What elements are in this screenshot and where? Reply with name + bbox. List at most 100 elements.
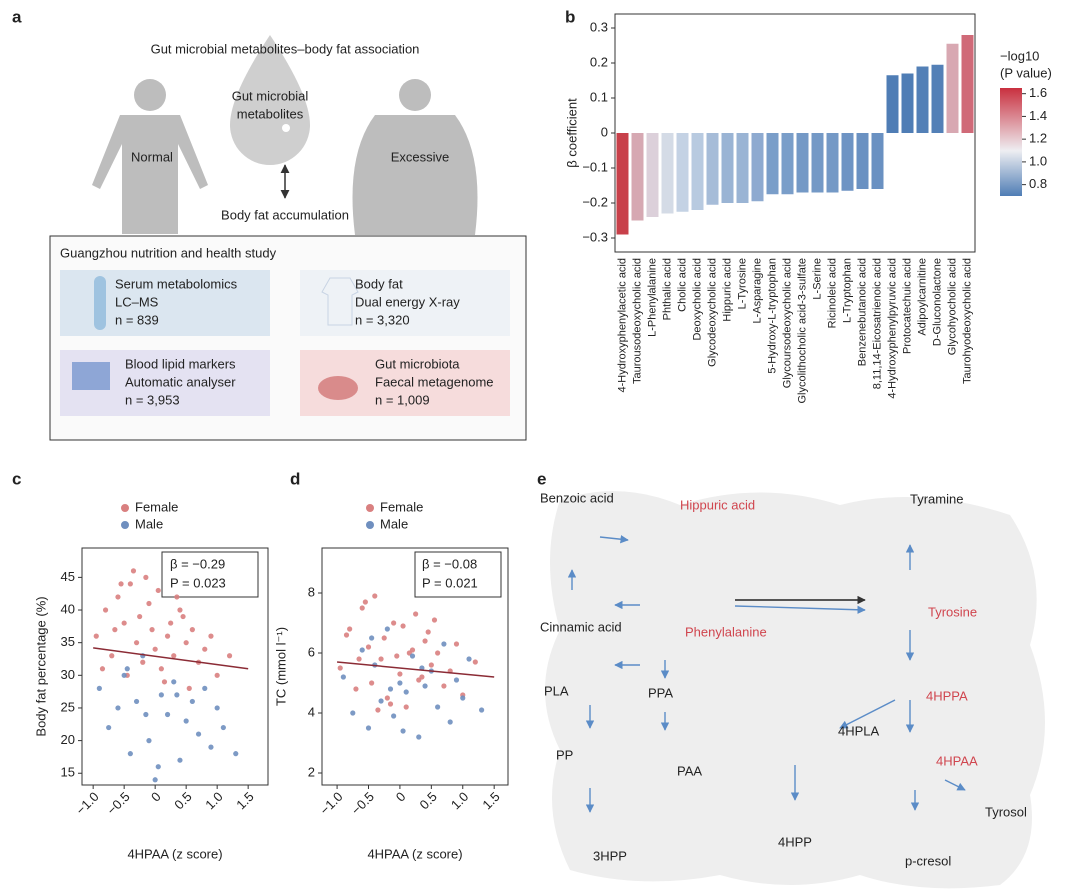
bar: [886, 75, 899, 133]
annotation-box: [414, 551, 502, 598]
scatter-point: [121, 672, 127, 678]
category-label: Taurohyodeoxycholic acid: [961, 258, 973, 384]
category-label: Ricinoleic acid: [826, 258, 838, 328]
scatter-point: [214, 705, 220, 711]
compound-label: Cinnamic acid: [540, 619, 622, 634]
x-axis-label: 4HPAA (z score): [367, 846, 462, 861]
box-text: Faecal metagenome: [375, 374, 494, 389]
colorbar-tick-label: 1.2: [1029, 131, 1047, 146]
bar: [631, 133, 644, 221]
legend-swatch: [121, 504, 129, 512]
annotation-box: [161, 551, 259, 598]
bar: [616, 133, 629, 235]
scatter-point: [233, 751, 239, 757]
scatter-point: [453, 677, 460, 683]
panel-a: Gut microbial metabolites–body fat assoc…: [49, 35, 527, 441]
category-label: Glycoursodeoxycholic acid: [781, 258, 793, 388]
scatter-point: [186, 685, 192, 691]
scatter-point: [378, 698, 384, 704]
scatter-point: [214, 672, 220, 678]
bar: [691, 133, 704, 210]
category-label: Glycolithocholic acid-3-sulfate: [796, 258, 808, 404]
scatter-point: [447, 719, 453, 725]
category-label: Taurousodeoxycholic acid: [631, 258, 643, 384]
scatter-point: [441, 641, 447, 647]
scatter-point: [384, 695, 390, 701]
panel-label: a: [12, 7, 22, 26]
annotation: P = 0.023: [170, 575, 226, 590]
scatter-point: [391, 620, 397, 626]
compound-label: 3HPP: [593, 848, 627, 863]
y-axis-label: β coefficient: [564, 98, 579, 168]
bar: [661, 133, 674, 214]
colorbar-tick-label: 1.0: [1029, 153, 1047, 168]
category-label: L-Phenylalanine: [646, 258, 658, 337]
colorbar-title: −log10: [1000, 48, 1039, 63]
scatter-point: [466, 656, 472, 662]
scatter-point: [391, 713, 397, 719]
category-label: L-Asparagine: [751, 258, 763, 323]
scatter-point: [365, 644, 372, 650]
x-tick-label: 1.5: [479, 789, 502, 812]
scatter-point: [189, 627, 195, 633]
compound-label: 4HPLA: [838, 723, 880, 738]
scatter-point: [369, 680, 375, 686]
arrow: [944, 779, 966, 791]
scatter-point: [180, 613, 186, 620]
scatter-point: [226, 653, 233, 659]
scatter-point: [350, 710, 356, 716]
bar: [736, 133, 749, 203]
y-tick-label: −0.1: [582, 159, 608, 174]
bar: [721, 133, 734, 203]
x-tick-label: −0.5: [104, 789, 133, 818]
x-tick-label: 0.5: [417, 789, 440, 812]
bar: [826, 133, 839, 193]
study-title: Guangzhou nutrition and health study: [60, 245, 277, 260]
scatter-point: [202, 685, 208, 691]
category-label: 5-Hydroxy-L-tryptophan: [766, 258, 778, 374]
category-label: Cholic acid: [676, 258, 688, 312]
compound-label: p-cresol: [905, 853, 951, 868]
scatter-point: [453, 641, 460, 647]
excessive-label: Excessive: [391, 149, 450, 164]
bar: [751, 133, 764, 202]
colorbar: [1000, 88, 1022, 196]
scatter-point: [158, 666, 164, 672]
x-tick-label: 0.5: [171, 789, 194, 812]
scatter-point: [460, 695, 466, 701]
scatter-point: [387, 701, 394, 707]
compound-label: Tyrosine: [928, 604, 977, 619]
scatter-point: [164, 633, 171, 639]
legend-swatch: [366, 504, 374, 512]
x-tick-label: 1.0: [448, 789, 471, 812]
scatter-point: [472, 659, 478, 665]
scatter-point: [115, 594, 121, 600]
scatter-point: [400, 623, 406, 629]
scatter-point: [387, 686, 394, 692]
scatter-point: [149, 627, 155, 633]
x-tick-label: 0: [148, 789, 164, 805]
scatter-point: [441, 683, 447, 689]
bar: [676, 133, 689, 212]
colorbar-tick-label: 0.8: [1029, 176, 1047, 191]
legend-label: Male: [380, 516, 408, 531]
scatter-point: [375, 707, 381, 713]
scatter-point: [171, 679, 177, 685]
scatter-point: [340, 674, 346, 680]
scatter-point: [347, 626, 353, 632]
title: Gut microbial metabolites–body fat assoc…: [151, 41, 420, 56]
scatter-point: [337, 665, 343, 671]
scatter-point: [155, 764, 161, 770]
box-text: n = 1,009: [375, 392, 430, 407]
scatter-point: [143, 711, 149, 718]
icon: [94, 276, 106, 330]
bar: [781, 133, 794, 195]
y-tick-label: 35: [61, 634, 75, 649]
y-tick-label: −0.3: [582, 229, 608, 244]
scatter-point: [479, 707, 485, 713]
scatter-point: [403, 704, 409, 710]
box-text: Serum metabolomics: [115, 276, 238, 291]
scatter-point: [359, 647, 365, 653]
panel-label: e: [537, 469, 546, 488]
box-text: Dual energy X-ray: [355, 294, 460, 309]
